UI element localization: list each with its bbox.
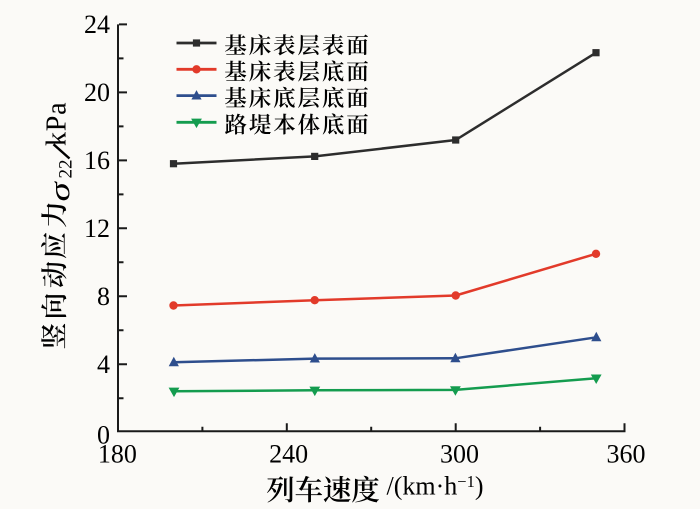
svg-text:12: 12 [84, 214, 110, 243]
svg-text:24: 24 [84, 10, 110, 39]
svg-text:300: 300 [440, 440, 479, 469]
svg-text:240: 240 [269, 440, 308, 469]
svg-text:360: 360 [607, 440, 646, 469]
svg-text:kPa: kPa [42, 102, 73, 146]
svg-text:0: 0 [97, 420, 110, 449]
svg-text:8: 8 [97, 282, 110, 311]
svg-text:22: 22 [56, 160, 77, 179]
svg-text:180: 180 [98, 440, 137, 469]
svg-text:20: 20 [84, 78, 110, 107]
svg-text:16: 16 [84, 146, 110, 175]
svg-text:σ: σ [44, 180, 76, 202]
svg-text:4: 4 [97, 350, 110, 379]
